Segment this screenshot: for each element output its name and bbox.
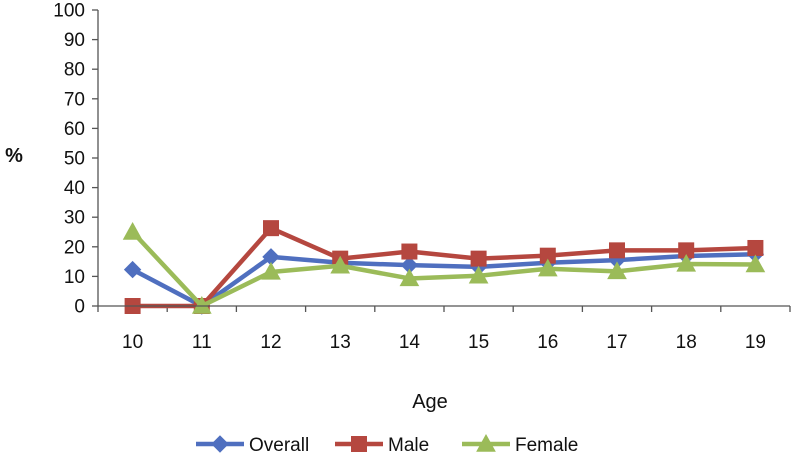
- data-point-female: [122, 221, 143, 240]
- y-tick-label: 30: [64, 208, 85, 229]
- y-tick-label: 0: [74, 297, 85, 318]
- y-tick-label: 100: [53, 1, 85, 22]
- legend-label-female: Female: [515, 435, 578, 456]
- data-point-male: [401, 243, 418, 260]
- x-tick-label: 14: [399, 332, 421, 353]
- y-tick-label: 40: [64, 178, 85, 199]
- data-point-female: [537, 258, 558, 277]
- legend-label-overall: Overall: [249, 435, 309, 456]
- x-tick-label: 16: [537, 332, 558, 353]
- x-tick-label: 17: [606, 332, 627, 353]
- legend-item-overall: Overall: [196, 435, 309, 456]
- data-point-female: [745, 254, 766, 273]
- series-female: [122, 221, 766, 314]
- legend-marker-male: [351, 436, 367, 452]
- y-tick-label: 70: [64, 89, 85, 110]
- x-tick-label: 15: [468, 332, 489, 353]
- legend-label-male: Male: [388, 435, 429, 456]
- legend: Overall Male Female: [196, 433, 578, 456]
- data-point-female: [191, 295, 212, 314]
- series-layer: [122, 220, 766, 315]
- y-tick-label: 90: [64, 30, 85, 51]
- legend-item-female: Female: [462, 433, 578, 456]
- data-point-female: [468, 265, 489, 284]
- x-tick-label: 13: [330, 332, 351, 353]
- y-tick-label: 20: [64, 237, 85, 258]
- y-axis-label: %: [5, 145, 23, 167]
- series-line-female: [130, 230, 756, 309]
- x-tick-label: 10: [122, 332, 143, 353]
- data-point-female: [607, 261, 627, 280]
- y-axis-ticks: 0 10 20 30 40 50 60 70 80 90 100: [53, 1, 98, 318]
- y-tick-label: 10: [64, 267, 85, 288]
- legend-marker-overall: [211, 435, 229, 453]
- x-tick-label: 11: [192, 332, 212, 353]
- data-point-overall: [123, 260, 142, 279]
- y-tick-label: 80: [64, 60, 85, 81]
- x-tick-label: 18: [676, 332, 697, 353]
- data-point-male: [747, 239, 764, 256]
- data-point-male: [263, 220, 279, 237]
- data-point-female: [399, 268, 420, 287]
- legend-item-male: Male: [335, 435, 429, 456]
- y-tick-label: 60: [64, 119, 85, 140]
- x-axis-ticks: 10 11 12 13 14 15 16 17 18 19: [97, 306, 791, 353]
- data-point-male: [609, 242, 625, 259]
- x-tick-label: 12: [260, 332, 281, 353]
- data-point-male: [470, 250, 487, 267]
- data-point-female: [261, 261, 281, 280]
- x-axis-label: Age: [412, 391, 448, 413]
- data-point-female: [676, 253, 697, 272]
- y-tick-label: 50: [64, 149, 85, 170]
- series-line-overall: [131, 251, 756, 309]
- legend-marker-female: [476, 433, 496, 452]
- data-point-female: [330, 255, 351, 274]
- series-line-male: [132, 225, 756, 309]
- x-tick-label: 19: [745, 332, 766, 353]
